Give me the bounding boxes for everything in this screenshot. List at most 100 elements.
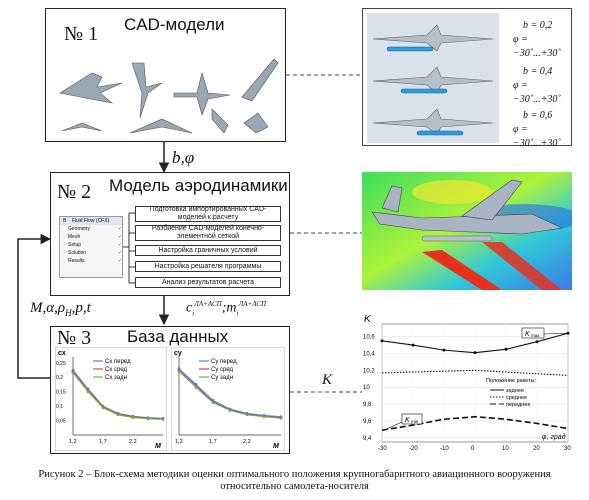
data-point bbox=[161, 418, 165, 421]
cfd-field-icon bbox=[362, 172, 572, 290]
kmin-label: K bbox=[405, 417, 410, 424]
step-solver: Настройка решателя программы bbox=[135, 261, 281, 272]
block-aero-model: № 2 Модель аэродинамики B Fluid Flow (CF… bbox=[50, 172, 290, 296]
feedback-arrow bbox=[17, 233, 52, 379]
variant-1: b = 0,2 φ = −30˚...+30˚ bbox=[513, 20, 561, 59]
tree-header: B Fluid Flow (CFX) bbox=[60, 217, 122, 225]
kmax-label: K bbox=[525, 331, 530, 338]
chart-k: 9,4 9,6 9,8 10 10,2 10,4 10,6 -30 -20 -10 0 10 20 30 K… bbox=[363, 314, 571, 452]
x-tick-label: 1,2 bbox=[69, 439, 77, 445]
step-boundary: Настройка граничных условий bbox=[135, 245, 281, 256]
y-axis-label: cy bbox=[174, 350, 182, 357]
legend-entry: Cy перед bbox=[211, 359, 237, 365]
x-axis-label: M bbox=[155, 443, 161, 450]
steps-bracket bbox=[123, 212, 135, 284]
data-point bbox=[71, 371, 75, 375]
aircraft-variants-icon bbox=[372, 24, 494, 136]
x-tick-label: 0 bbox=[471, 446, 475, 452]
data-point bbox=[116, 413, 120, 417]
x-tick-label: 30 bbox=[564, 446, 571, 452]
variant-3: b = 0,6 φ = −30˚...+30˚ bbox=[513, 110, 561, 149]
label-coefficients: ciЛА+АСП;miЛА+АСП bbox=[186, 300, 267, 318]
x-tick-label: -20 bbox=[409, 446, 418, 452]
series-line bbox=[381, 415, 569, 431]
y-tick-label: 9,4 bbox=[363, 436, 372, 442]
data-point bbox=[279, 416, 283, 420]
step-mesh: Разбиение CAD-моделей конечно-элементной… bbox=[135, 225, 281, 241]
cad-aircraft-images bbox=[59, 58, 279, 134]
data-point bbox=[177, 370, 181, 373]
legend-entry: Cy задн bbox=[211, 375, 233, 381]
block3-title: База данных bbox=[127, 327, 229, 346]
step-prepare-cad: Подготовка импортированных CAD-моделей к… bbox=[135, 206, 281, 222]
y-tick-label: 10,2 bbox=[363, 368, 375, 374]
x-tick-label: 1,2 bbox=[175, 439, 183, 445]
y-tick-label: 10,4 bbox=[363, 352, 375, 358]
data-point bbox=[245, 413, 249, 417]
data-point bbox=[411, 343, 415, 347]
chart-cx: cx M 1,2 1,7 2,2 0,05 0,1 0,15 0,2 0,25 Cx перед Cx… bbox=[55, 347, 167, 451]
data-point bbox=[86, 390, 90, 394]
connector-layer bbox=[17, 74, 362, 393]
y-tick-label: 10 bbox=[363, 385, 370, 391]
x-axis-label: φ, град bbox=[542, 433, 566, 441]
data-point bbox=[442, 348, 446, 352]
y-axis-label: cx bbox=[58, 350, 66, 357]
variant-2: b = 0,4 φ = −30˚...+30˚ bbox=[513, 66, 561, 105]
data-point bbox=[535, 340, 539, 344]
label-k: K bbox=[322, 372, 333, 388]
data-point bbox=[228, 409, 232, 412]
y-tick-label: 0,1 bbox=[56, 404, 63, 410]
block2-number: № 2 bbox=[57, 181, 92, 203]
data-point bbox=[211, 401, 215, 405]
x-tick-label: -10 bbox=[440, 446, 449, 452]
variants-images bbox=[367, 13, 499, 143]
tree-row[interactable]: Mesh ✓ bbox=[68, 234, 122, 240]
x-tick-label: 1,7 bbox=[209, 439, 217, 445]
step-analysis: Анализ результатов расчета bbox=[135, 277, 281, 288]
chart-frame bbox=[55, 347, 167, 451]
legend-entry: переднее bbox=[506, 402, 530, 408]
series-line bbox=[381, 369, 569, 376]
tree-row[interactable]: Geometry ✓ bbox=[68, 226, 122, 232]
tree-row[interactable]: Solution ✓ bbox=[68, 250, 122, 256]
k-chart-panel: 9,4 9,6 9,8 10 10,2 10,4 10,6 -30 -20 -10 0 10 20 30 K… bbox=[362, 314, 572, 462]
legend-entry: среднее bbox=[506, 395, 527, 401]
x-tick-label: 10 bbox=[502, 446, 509, 452]
tree-row[interactable]: Setup ✓ bbox=[68, 242, 122, 248]
x-tick-label: 1,7 bbox=[99, 439, 107, 445]
block2-title: Модель аэродинамики bbox=[109, 176, 288, 195]
legend-title: Положение ракеты: bbox=[486, 378, 537, 384]
x-tick-label: 2,2 bbox=[129, 439, 137, 445]
x-axis-label: M bbox=[273, 443, 279, 450]
block-database: № 3 База данных cx M 1,2 1,7 2,2 0,05 0,1 0,15 0… bbox=[50, 326, 290, 454]
block3-number: № 3 bbox=[57, 327, 92, 349]
y-tick-label: 0,2 bbox=[56, 375, 63, 381]
chart-frame bbox=[171, 347, 285, 451]
block1-title: CAD-модели bbox=[124, 15, 225, 34]
legend-entry: Cx задн bbox=[105, 375, 127, 381]
block1-number: № 1 bbox=[64, 23, 99, 45]
x-tick-label: 20 bbox=[533, 446, 540, 452]
y-axis-label: K bbox=[364, 314, 372, 325]
y-tick-label: 9,8 bbox=[363, 402, 372, 408]
block-cad-models: № 1 CAD-модели bbox=[45, 8, 286, 142]
data-point bbox=[504, 347, 508, 351]
legend-entry: Cx сред bbox=[105, 367, 128, 373]
kmin-sub: min bbox=[411, 419, 419, 424]
y-tick-label: 9,6 bbox=[363, 419, 372, 425]
kmax-pointer bbox=[543, 332, 567, 335]
kmax-sub: max bbox=[531, 333, 540, 338]
x-tick-label: -30 bbox=[378, 446, 387, 452]
variants-panel: b = 0,2 φ = −30˚...+30˚ b = 0,4 φ = −30˚..… bbox=[362, 8, 572, 149]
data-point bbox=[194, 385, 198, 389]
y-tick-label: 0,05 bbox=[56, 419, 66, 425]
tree-row[interactable]: Results ✓ bbox=[68, 258, 122, 264]
x-tick-label: 2,2 bbox=[243, 439, 251, 445]
data-point bbox=[146, 417, 150, 421]
data-point bbox=[262, 415, 266, 419]
workbench-tree: B Fluid Flow (CFX) Geometry ✓ Mesh ✓ Setup… bbox=[59, 216, 123, 278]
kmin-box bbox=[401, 413, 423, 425]
kmin-pointer bbox=[383, 421, 403, 431]
chart-cy: cy M 1,2 1,7 2,2 Cy перед Cy сред Cy задн bbox=[171, 347, 285, 451]
